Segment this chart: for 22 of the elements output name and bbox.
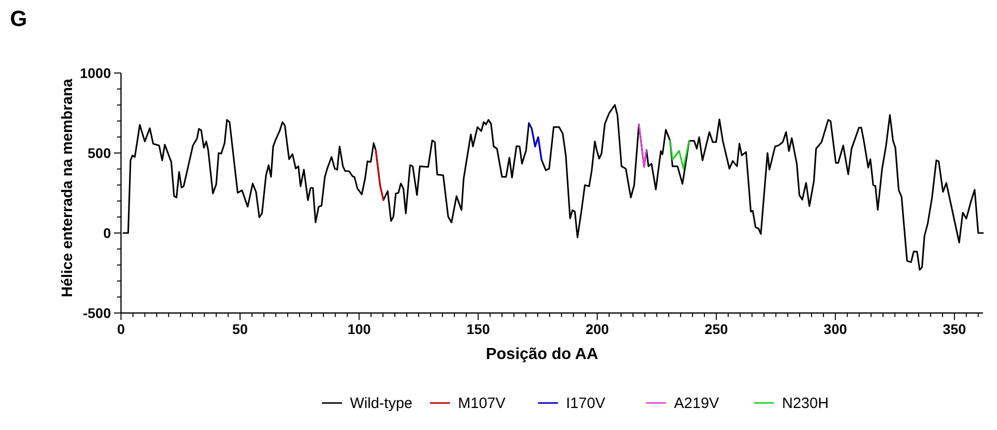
x-axis-title: Posição do AA [486, 346, 599, 363]
x-tick-label: 0 [117, 321, 126, 337]
legend-label: I170V [566, 395, 606, 412]
y-tick-label: -500 [82, 305, 112, 321]
x-tick-label: 50 [232, 321, 248, 337]
chart-title: G [10, 6, 28, 31]
x-tick-label: 250 [704, 321, 728, 337]
x-tick-label: 150 [466, 321, 490, 337]
x-tick-label: 100 [347, 321, 372, 337]
legend-label: N230H [782, 395, 829, 412]
y-tick-label: 0 [103, 225, 112, 241]
legend-label: Wild-type [350, 395, 413, 412]
y-axis-title: Hélice enterrada na membrana [59, 78, 76, 298]
line-series [669, 140, 690, 170]
line-series [528, 122, 542, 161]
x-tick-label: 300 [824, 321, 848, 337]
y-tick-label: 1000 [80, 65, 112, 81]
y-tick-label: 500 [88, 145, 112, 161]
legend-label: M107V [458, 395, 506, 412]
x-tick-label: 350 [942, 321, 966, 337]
legend-label: A219V [674, 395, 720, 412]
x-tick-label: 200 [586, 321, 610, 337]
